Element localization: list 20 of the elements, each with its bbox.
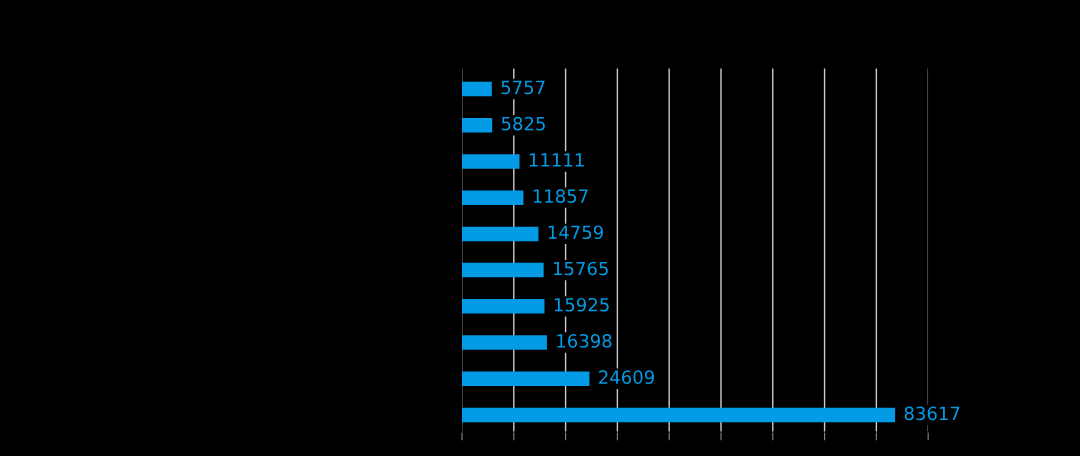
data-label: 24609 xyxy=(599,370,654,384)
bar xyxy=(462,117,493,133)
bar xyxy=(462,299,545,314)
data-label: 5757 xyxy=(501,80,545,95)
bar xyxy=(462,190,524,205)
bar xyxy=(462,335,547,350)
bar xyxy=(462,81,492,97)
data-label: 5825 xyxy=(501,116,545,131)
data-label: 11857 xyxy=(533,189,588,203)
data-label: 11111 xyxy=(529,153,584,167)
data-label: 16398 xyxy=(557,334,612,348)
bar xyxy=(462,371,590,386)
bar xyxy=(462,226,539,242)
data-label: 15925 xyxy=(554,297,609,312)
bar xyxy=(462,407,896,423)
data-label: 15765 xyxy=(553,261,608,276)
data-label: 14759 xyxy=(548,225,603,240)
bar xyxy=(462,262,544,278)
bar xyxy=(462,154,520,169)
data-label: 83617 xyxy=(904,406,960,421)
